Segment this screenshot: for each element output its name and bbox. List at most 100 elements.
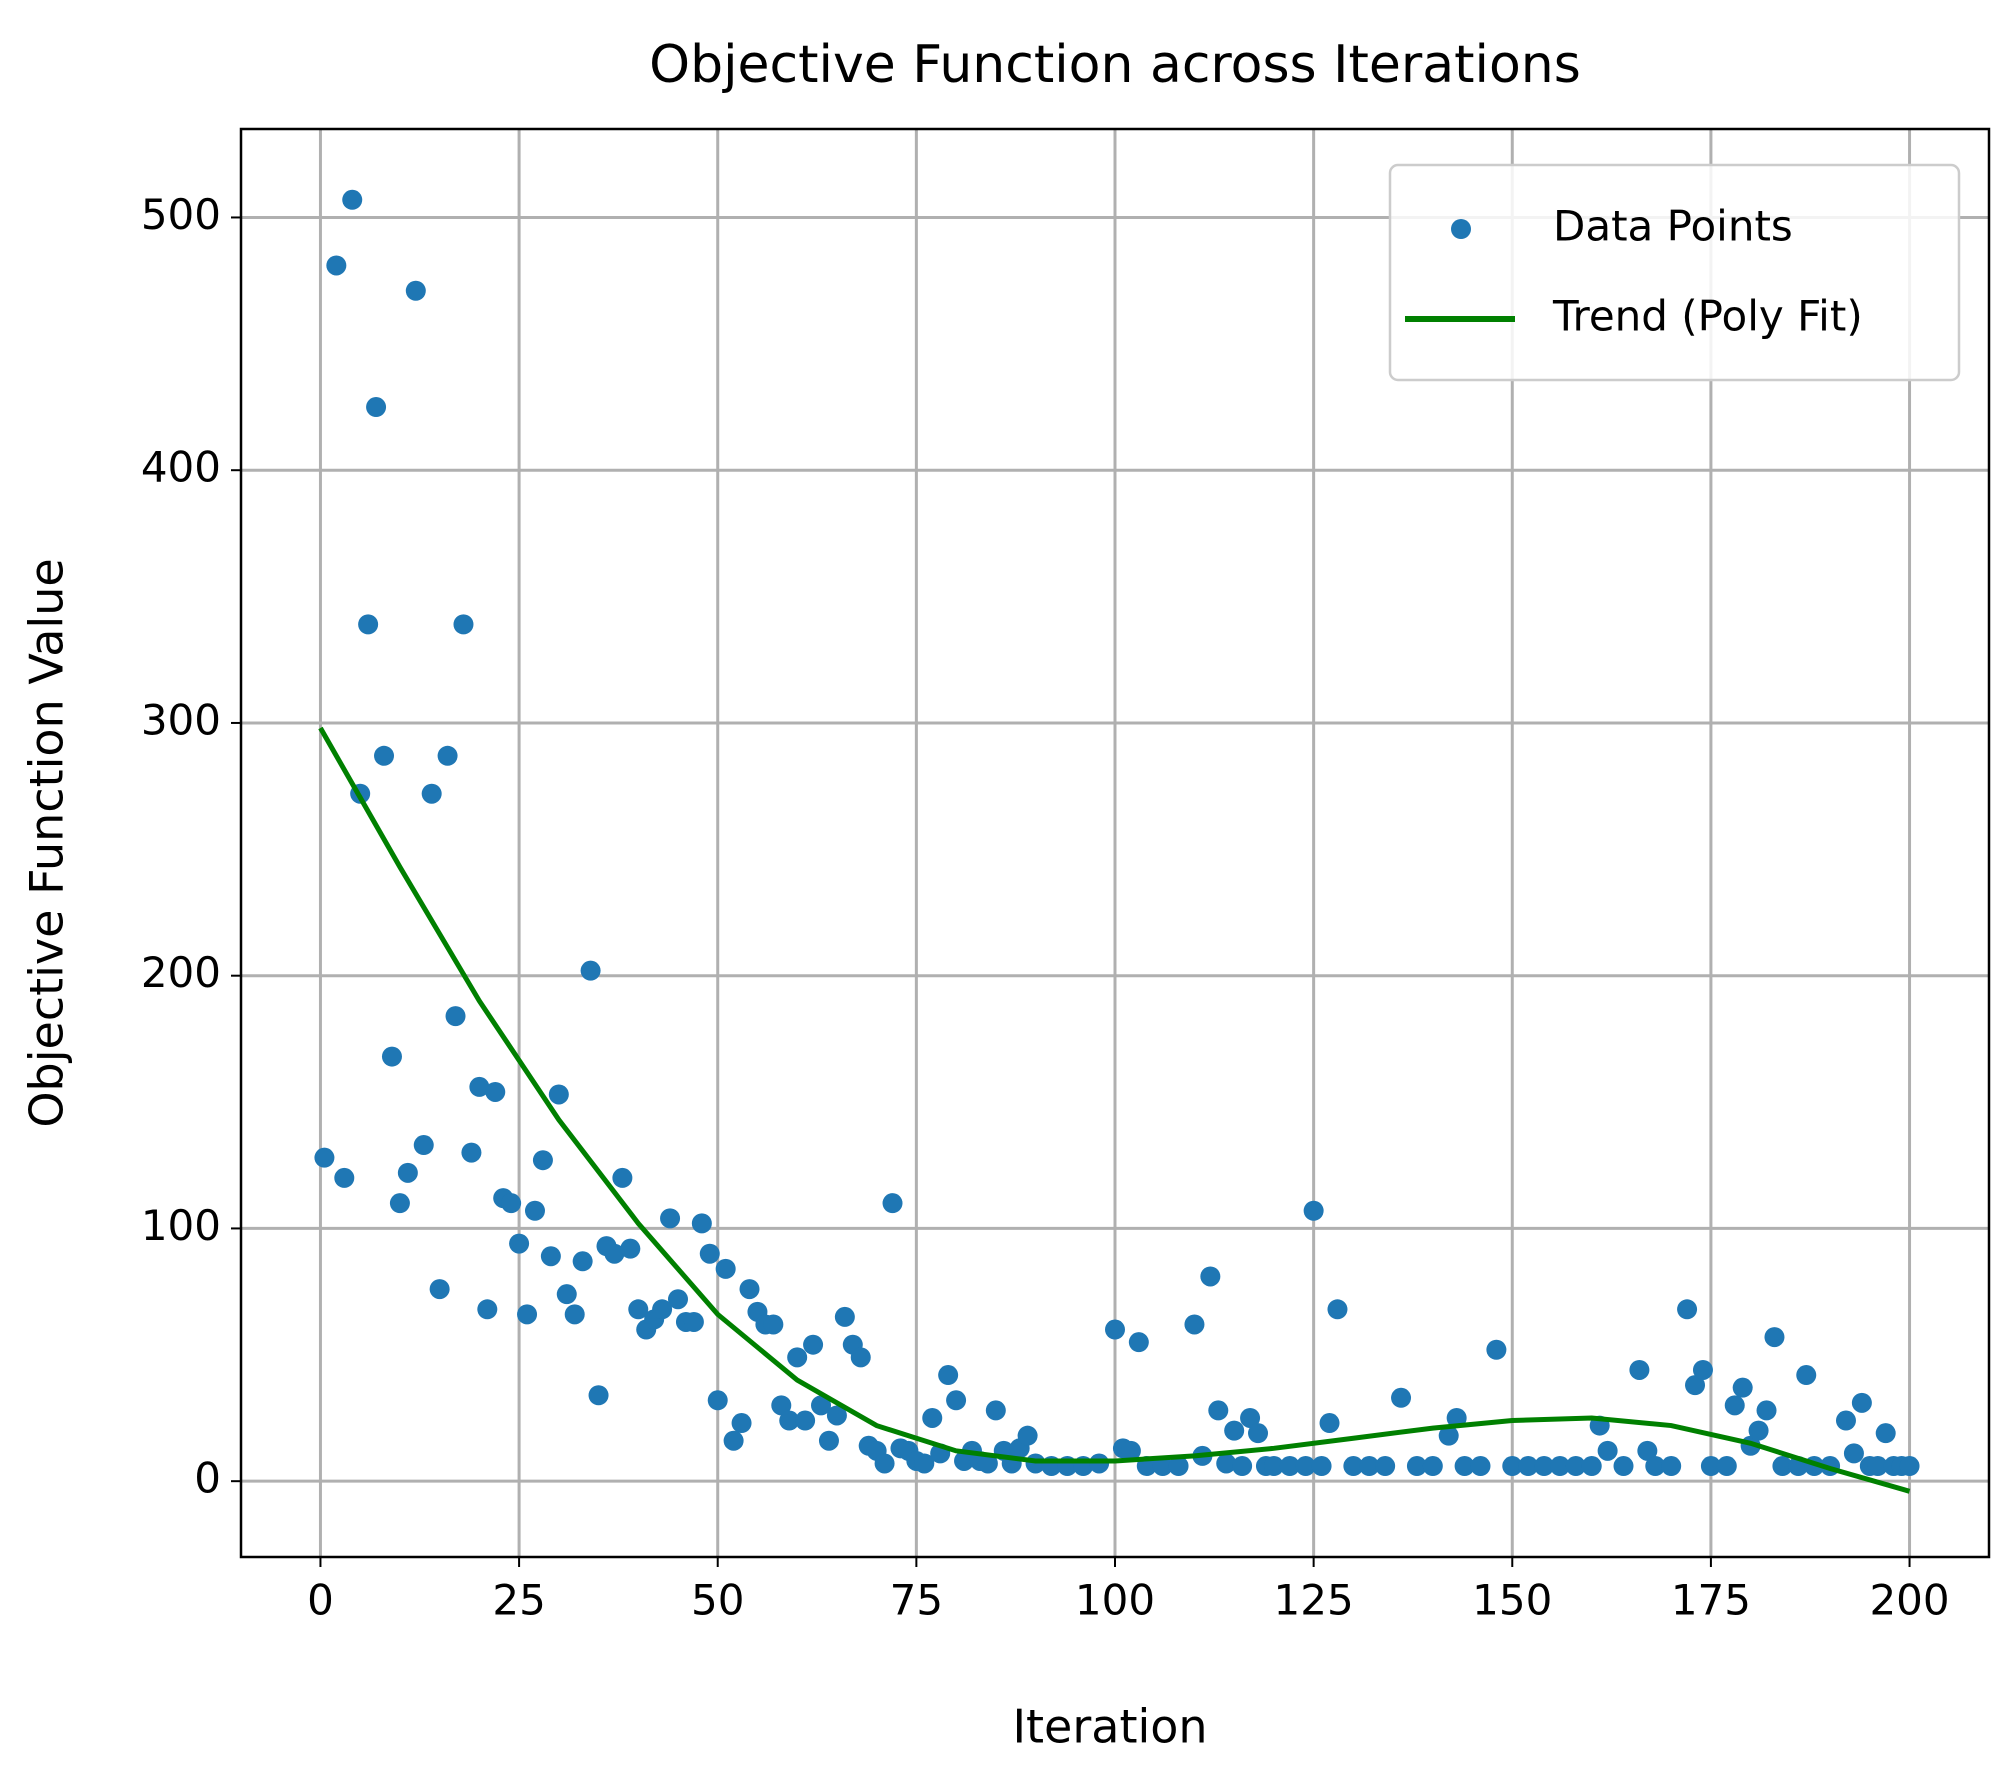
data-point <box>1422 1456 1443 1477</box>
data-point <box>707 1390 728 1411</box>
data-point <box>1128 1332 1149 1353</box>
data-point <box>564 1304 585 1325</box>
data-point <box>1637 1440 1658 1461</box>
data-point <box>1454 1456 1475 1477</box>
data-point <box>811 1395 832 1416</box>
data-point <box>1629 1359 1650 1380</box>
data-point <box>1017 1425 1038 1446</box>
data-point <box>1311 1456 1332 1477</box>
data-point <box>1359 1456 1380 1477</box>
data-point <box>501 1193 522 1214</box>
data-point <box>1700 1456 1721 1477</box>
data-point <box>445 1006 466 1027</box>
data-point <box>604 1243 625 1264</box>
x-tick-label: 100 <box>1075 1576 1155 1625</box>
x-tick-label: 125 <box>1274 1576 1354 1625</box>
data-point <box>1692 1359 1713 1380</box>
data-point <box>1216 1453 1237 1474</box>
data-point <box>517 1304 538 1325</box>
data-point <box>1502 1456 1523 1477</box>
legend-label: Data Points <box>1553 202 1793 251</box>
data-point <box>1534 1456 1555 1477</box>
data-point <box>771 1395 792 1416</box>
data-point <box>1152 1456 1173 1477</box>
data-point <box>342 189 363 210</box>
data-point <box>1732 1377 1753 1398</box>
data-point <box>437 745 458 766</box>
data-point <box>1303 1200 1324 1221</box>
data-point <box>977 1453 998 1474</box>
data-point <box>1518 1456 1539 1477</box>
data-point <box>683 1311 704 1332</box>
x-tick-label: 50 <box>691 1576 744 1625</box>
data-point <box>763 1314 784 1335</box>
data-point <box>580 960 601 981</box>
x-tick-label: 0 <box>307 1576 334 1625</box>
data-point <box>540 1246 561 1267</box>
data-point <box>421 783 442 804</box>
data-point <box>556 1284 577 1305</box>
data-point <box>1208 1400 1229 1421</box>
data-point <box>548 1084 569 1105</box>
data-point <box>366 397 387 418</box>
data-point <box>818 1430 839 1451</box>
data-point <box>1677 1299 1698 1320</box>
data-point <box>731 1413 752 1434</box>
data-point <box>922 1407 943 1428</box>
data-point <box>1120 1440 1141 1461</box>
data-point <box>1597 1440 1618 1461</box>
x-tick-label: 150 <box>1472 1576 1552 1625</box>
data-point <box>1724 1395 1745 1416</box>
data-point <box>532 1150 553 1171</box>
data-point <box>429 1279 450 1300</box>
data-point <box>453 614 474 635</box>
data-point <box>1756 1400 1777 1421</box>
data-point <box>834 1306 855 1327</box>
data-point <box>699 1243 720 1264</box>
data-point <box>1375 1456 1396 1477</box>
legend-marker <box>1451 219 1471 239</box>
x-axis-label: Iteration <box>1012 1700 1207 1754</box>
data-point <box>715 1258 736 1279</box>
y-tick-label: 100 <box>141 1201 221 1250</box>
data-point <box>334 1167 355 1188</box>
data-point <box>660 1208 681 1229</box>
data-point <box>1486 1339 1507 1360</box>
data-point <box>1168 1456 1189 1477</box>
data-point <box>1089 1453 1110 1474</box>
data-point <box>469 1076 490 1097</box>
data-point <box>572 1251 593 1272</box>
data-point <box>1248 1423 1269 1444</box>
data-point <box>1343 1456 1364 1477</box>
data-point <box>358 614 379 635</box>
plot-frame <box>239 127 1991 1559</box>
data-point <box>1796 1365 1817 1386</box>
data-point <box>620 1238 641 1259</box>
data-point <box>524 1200 545 1221</box>
x-tick-label: 200 <box>1869 1576 1949 1625</box>
data-point <box>1851 1392 1872 1413</box>
legend-box <box>1388 163 1961 382</box>
data-point <box>938 1365 959 1386</box>
data-point <box>1716 1456 1737 1477</box>
legend-label: Trend (Poly Fit) <box>1552 292 1863 341</box>
data-point <box>1200 1266 1221 1287</box>
data-point <box>1661 1456 1682 1477</box>
data-point <box>1327 1299 1348 1320</box>
data-point <box>1748 1420 1769 1441</box>
data-point <box>628 1299 649 1320</box>
data-point <box>1835 1410 1856 1431</box>
data-point <box>413 1135 434 1156</box>
data-point <box>381 1046 402 1067</box>
data-point <box>803 1334 824 1355</box>
trend-line <box>318 726 1911 1494</box>
data-point <box>668 1289 688 1310</box>
data-point <box>461 1142 482 1163</box>
data-point <box>1391 1387 1412 1408</box>
y-tick-label: 400 <box>141 443 221 492</box>
data-point <box>691 1213 712 1234</box>
data-point <box>1772 1456 1793 1477</box>
x-tick-label: 25 <box>492 1576 545 1625</box>
y-tick-label: 0 <box>194 1454 221 1503</box>
